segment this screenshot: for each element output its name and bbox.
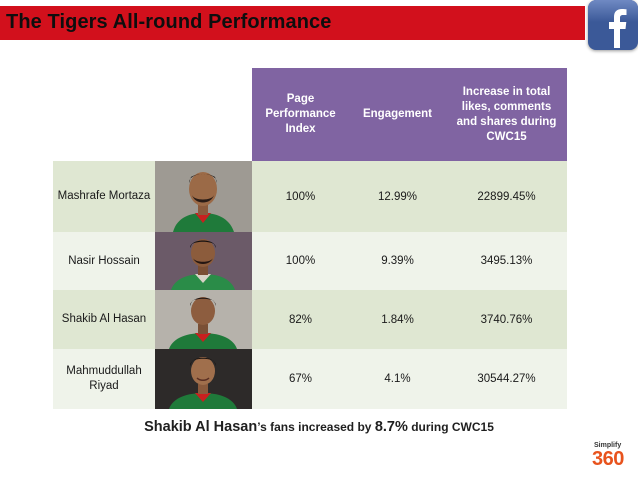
player-photo — [155, 349, 252, 409]
summary-caption: Shakib Al Hasan’s fans increased by 8.7%… — [0, 418, 638, 436]
engagement-value: 4.1% — [349, 349, 446, 409]
ppi-value: 100% — [252, 161, 349, 232]
player-photo — [155, 232, 252, 290]
table-row: Nasir Hossain 100% 9.39% 3495.13% — [53, 232, 567, 290]
slide-title: The Tigers All-round Performance — [6, 11, 332, 33]
header-blank — [53, 68, 155, 161]
header-blank — [155, 68, 252, 161]
caption-text: ’s fans increased by — [257, 420, 375, 434]
logo-main-text: 360 — [592, 448, 624, 470]
caption-player: Shakib Al Hasan — [144, 419, 258, 435]
performance-table: Page Performance Index Engagement Increa… — [53, 68, 567, 409]
title-bar: The Tigers All-round Performance — [0, 6, 585, 40]
header-increase: Increase in total likes, comments and sh… — [446, 68, 567, 161]
table-row: Shakib Al Hasan 82% 1.84% 3740.76% — [53, 290, 567, 349]
player-photo — [155, 290, 252, 349]
simplify360-logo: Simplify 360 — [592, 442, 636, 476]
engagement-value: 12.99% — [349, 161, 446, 232]
ppi-value: 67% — [252, 349, 349, 409]
engagement-value: 9.39% — [349, 232, 446, 290]
player-name: Mashrafe Mortaza — [53, 161, 155, 232]
player-photo-cell — [155, 232, 252, 290]
caption-value: 8.7% — [374, 419, 408, 435]
player-photo-cell — [155, 161, 252, 232]
player-name: Nasir Hossain — [53, 232, 155, 290]
logo-top-text: Simplify — [594, 442, 622, 449]
player-photo-cell — [155, 290, 252, 349]
player-name: Shakib Al Hasan — [53, 290, 155, 349]
increase-value: 3495.13% — [446, 232, 567, 290]
facebook-icon — [588, 0, 638, 50]
table-row: Mashrafe Mortaza 100% 12.99% 22899.45% — [53, 161, 567, 232]
player-name: Mahmuddullah Riyad — [53, 349, 155, 409]
caption-text: during CWC15 — [407, 420, 494, 434]
increase-value: 3740.76% — [446, 290, 567, 349]
ppi-value: 82% — [252, 290, 349, 349]
ppi-value: 100% — [252, 232, 349, 290]
increase-value: 30544.27% — [446, 349, 567, 409]
header-engagement: Engagement — [349, 68, 446, 161]
increase-value: 22899.45% — [446, 161, 567, 232]
player-photo — [155, 161, 252, 232]
player-photo-cell — [155, 349, 252, 409]
engagement-value: 1.84% — [349, 290, 446, 349]
header-page-performance-index: Page Performance Index — [252, 68, 349, 161]
table-row: Mahmuddullah Riyad 67% 4.1% 30544.27% — [53, 349, 567, 409]
header-row: Page Performance Index Engagement Increa… — [53, 68, 567, 161]
